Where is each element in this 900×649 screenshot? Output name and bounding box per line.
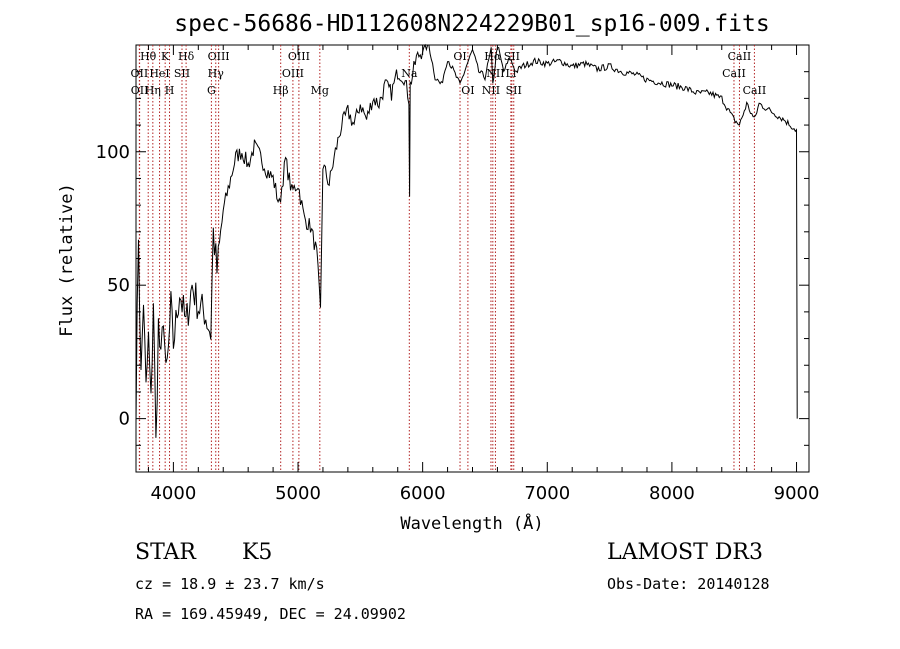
line-marker-label-13: OIII — [282, 67, 304, 80]
line-marker-label-25: CaII — [728, 50, 752, 63]
y-tick-label: 0 — [119, 409, 130, 430]
line-marker-label-3: K — [161, 50, 170, 63]
y-tick-label: 100 — [96, 142, 130, 163]
chart-title: spec-56686-HD112608N224229B01_sp16-009.f… — [174, 11, 769, 37]
y-axis-label: Flux (relative) — [57, 183, 77, 337]
line-marker-label-4: HeI — [149, 67, 169, 80]
line-marker-label-5: Hη — [145, 84, 161, 97]
coordinates: RA = 169.45949, DEC = 24.09902 — [135, 605, 406, 623]
line-marker-label-23: Li — [505, 67, 516, 80]
line-marker-label-21: NII — [486, 67, 504, 80]
line-marker-label-2: OII — [131, 84, 149, 97]
line-marker-label-1: OII — [131, 67, 149, 80]
plot-frame — [135, 44, 810, 473]
line-marker-label-12: OIII — [288, 50, 310, 63]
line-marker-label-20: NII — [482, 84, 500, 97]
y-axis-ticks: 0 50 100 — [96, 71, 809, 446]
line-marker-label-26: CaII — [722, 67, 746, 80]
line-marker-label-15: Mg — [311, 84, 329, 97]
line-marker-label-0: Hθ — [140, 50, 157, 63]
line-marker-label-9: OIII — [208, 50, 230, 63]
line-marker-label-18: OI — [461, 84, 474, 97]
spectrum-line — [135, 43, 798, 438]
survey-name: LAMOST DR3 — [607, 540, 763, 565]
spectral-line-labels: Hθ OII OII K HeI Hη Hδ SII H OIII Hγ G OIII OIII Hβ Mg N… — [131, 50, 767, 97]
object-class: STAR — [135, 540, 197, 565]
x-tick-label: 7000 — [524, 483, 570, 504]
line-marker-label-10: Hγ — [208, 67, 225, 80]
line-marker-label-6: Hδ — [178, 50, 195, 63]
object-subclass: K5 — [242, 540, 272, 565]
x-axis-ticks: 4000 5000 6000 7000 8000 9000 — [147, 45, 820, 504]
line-marker-label-11: G — [207, 84, 216, 97]
line-marker-label-17: OI — [453, 50, 466, 63]
x-tick-label: 9000 — [774, 483, 820, 504]
observation-date: Obs-Date: 20140128 — [607, 575, 770, 593]
x-tick-label: 5000 — [275, 483, 321, 504]
y-tick-label: 50 — [107, 275, 130, 296]
line-marker-label-16: Na — [401, 67, 418, 80]
line-marker-label-14: Hβ — [273, 84, 289, 97]
x-tick-label: 8000 — [649, 483, 695, 504]
line-marker-label-7: SII — [174, 67, 190, 80]
line-marker-label-27: CaII — [743, 84, 767, 97]
x-axis-label: Wavelength (Å) — [400, 512, 543, 534]
spectral-line-markers — [138, 45, 755, 472]
line-marker-label-24: SII — [506, 84, 522, 97]
x-tick-label: 6000 — [400, 483, 446, 504]
line-marker-label-8: H — [165, 84, 175, 97]
redshift-velocity: cz = 18.9 ± 23.7 km/s — [135, 575, 325, 593]
x-tick-label: 4000 — [150, 483, 196, 504]
